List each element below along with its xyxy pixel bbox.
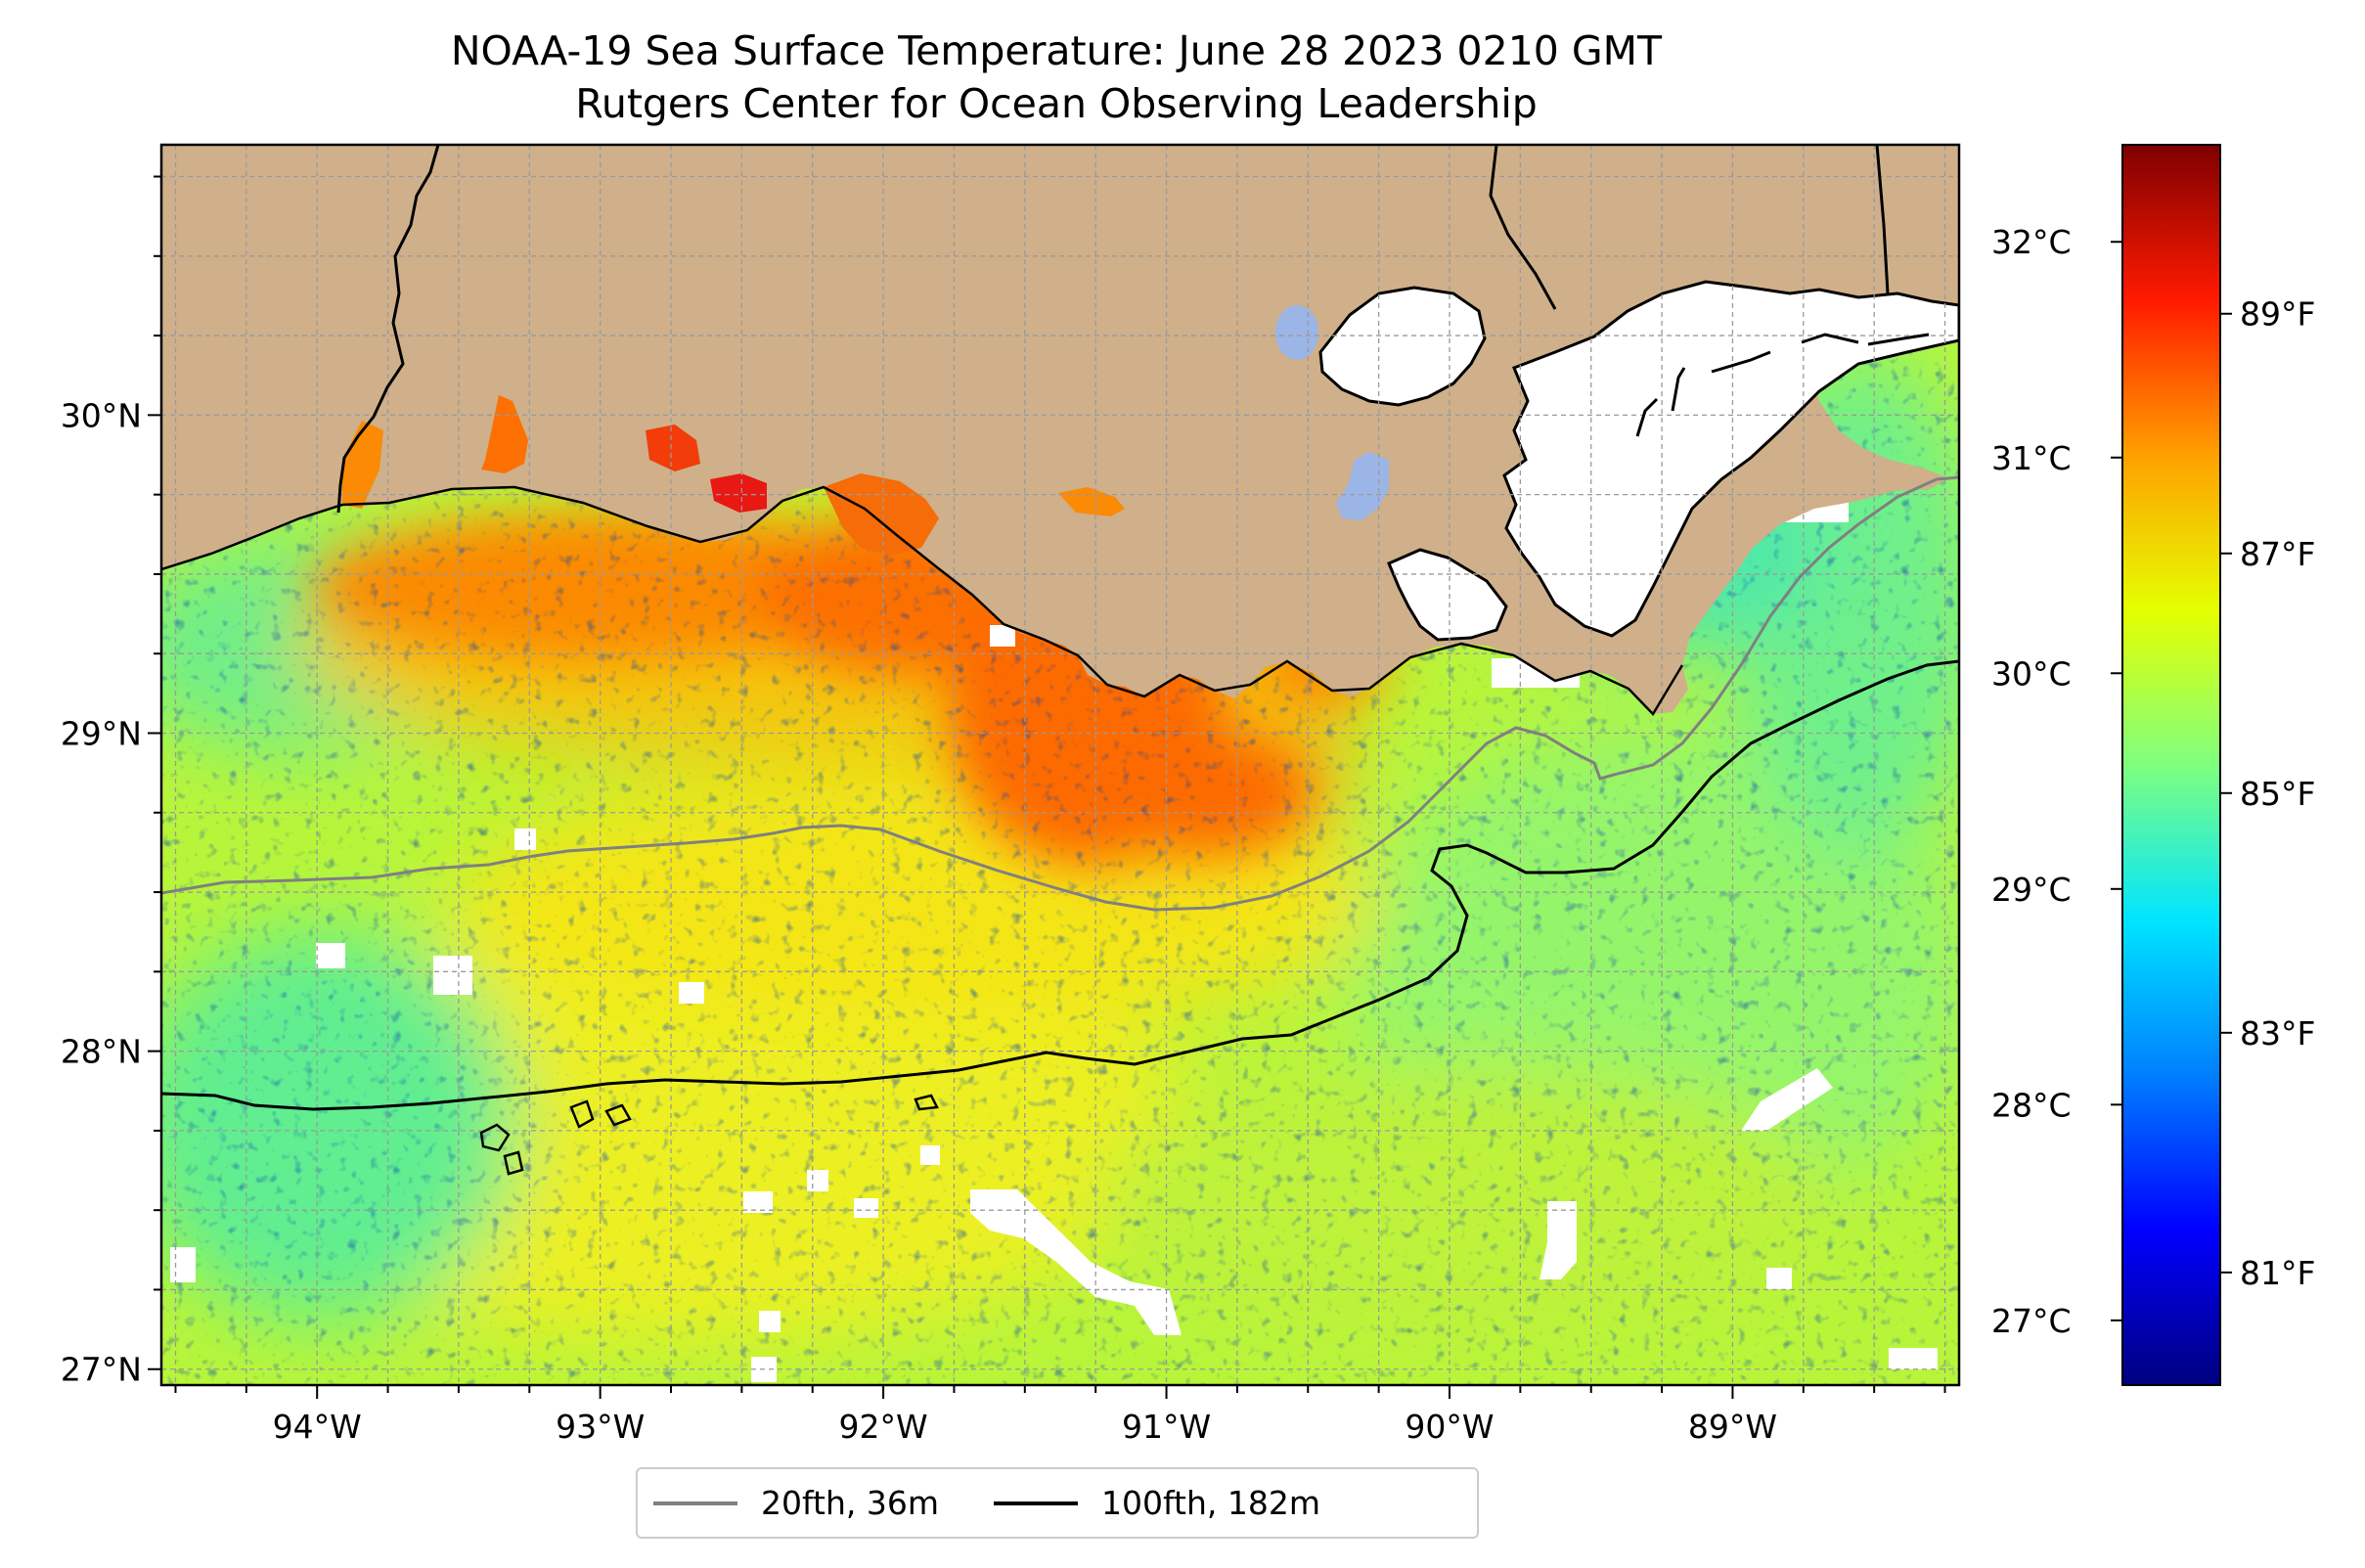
barrier-island bbox=[1635, 397, 1659, 437]
isobath-legend: 20fth, 36m 100fth, 182m bbox=[636, 1467, 1479, 1539]
fahrenheit-tick-label: 81°F bbox=[2240, 1254, 2315, 1292]
fahrenheit-tick-label: 83°F bbox=[2240, 1014, 2315, 1053]
fahrenheit-tick-label: 87°F bbox=[2240, 535, 2315, 573]
lakes bbox=[1275, 305, 1389, 520]
celsius-tick-label: 29°C bbox=[1991, 871, 2072, 909]
lat-tick-label: 29°N bbox=[61, 714, 142, 752]
barrier-island bbox=[1711, 350, 1771, 374]
celsius-tick-label: 28°C bbox=[1991, 1086, 2072, 1124]
map-subtitle: Rutgers Center for Ocean Observing Leade… bbox=[575, 80, 1538, 127]
isobath-20fth bbox=[161, 475, 1959, 912]
celsius-tick-label: 31°C bbox=[1991, 439, 2072, 477]
lon-tick-label: 93°W bbox=[556, 1408, 645, 1446]
celsius-tick-label: 32°C bbox=[1991, 223, 2072, 261]
lon-tick-label: 94°W bbox=[273, 1408, 362, 1446]
coastline bbox=[161, 485, 1684, 717]
lon-tick-label: 90°W bbox=[1405, 1408, 1494, 1446]
isobath-100fth bbox=[161, 659, 1959, 1111]
map-title: NOAA-19 Sea Surface Temperature: June 28… bbox=[450, 27, 1663, 74]
delta-marsh bbox=[1502, 280, 1959, 638]
map-plot-area bbox=[161, 145, 1959, 1385]
colorbar-fahrenheit-ticks: 81°F 83°F 85°F 87°F 89°F bbox=[2220, 295, 2315, 1292]
fahrenheit-tick-label: 85°F bbox=[2240, 775, 2315, 813]
la-ms-border bbox=[1489, 145, 1557, 310]
lon-tick-label: 92°W bbox=[839, 1408, 928, 1446]
legend-label-20fth: 20fth, 36m bbox=[761, 1484, 939, 1522]
tx-la-border bbox=[336, 145, 440, 514]
lat-tick-label: 30°N bbox=[61, 396, 142, 434]
ms-al-border bbox=[1875, 145, 1890, 294]
celsius-tick-label: 30°C bbox=[1991, 654, 2072, 693]
barrier-island bbox=[1867, 333, 1930, 346]
map-frame bbox=[159, 143, 1961, 1387]
bank-outlines bbox=[479, 1094, 939, 1176]
lon-tick-label: 91°W bbox=[1122, 1408, 1211, 1446]
boundaries bbox=[161, 145, 1930, 717]
graticule bbox=[161, 145, 1959, 1385]
legend-swatch-black-line bbox=[994, 1501, 1078, 1505]
legend-swatch-grey-line bbox=[653, 1501, 737, 1505]
barrier-island bbox=[1671, 367, 1686, 412]
latitude-axis: 27°N 28°N 29°N 30°N bbox=[61, 175, 161, 1389]
legend-item-100fth: 100fth, 182m bbox=[978, 1484, 1320, 1522]
land-mass bbox=[161, 145, 1959, 714]
inland-water bbox=[1318, 286, 1487, 407]
colorbar-celsius-ticks: 27°C 28°C 29°C 30°C 31°C 32°C bbox=[1991, 223, 2122, 1340]
fahrenheit-tick-label: 89°F bbox=[2240, 295, 2315, 334]
longitude-axis: 94°W 93°W 92°W 91°W 90°W 89°W bbox=[174, 1385, 1946, 1446]
delta-marsh-south bbox=[1387, 548, 1508, 642]
legend-item-20fth: 20fth, 36m bbox=[638, 1484, 939, 1522]
barrier-island bbox=[1801, 333, 1859, 344]
legend-label-100fth: 100fth, 182m bbox=[1101, 1484, 1320, 1522]
lat-tick-label: 27°N bbox=[61, 1351, 142, 1389]
lon-tick-label: 89°W bbox=[1688, 1408, 1777, 1446]
lat-tick-label: 28°N bbox=[61, 1033, 142, 1071]
celsius-tick-label: 27°C bbox=[1991, 1302, 2072, 1340]
colorbar-scale bbox=[2121, 144, 2221, 1386]
